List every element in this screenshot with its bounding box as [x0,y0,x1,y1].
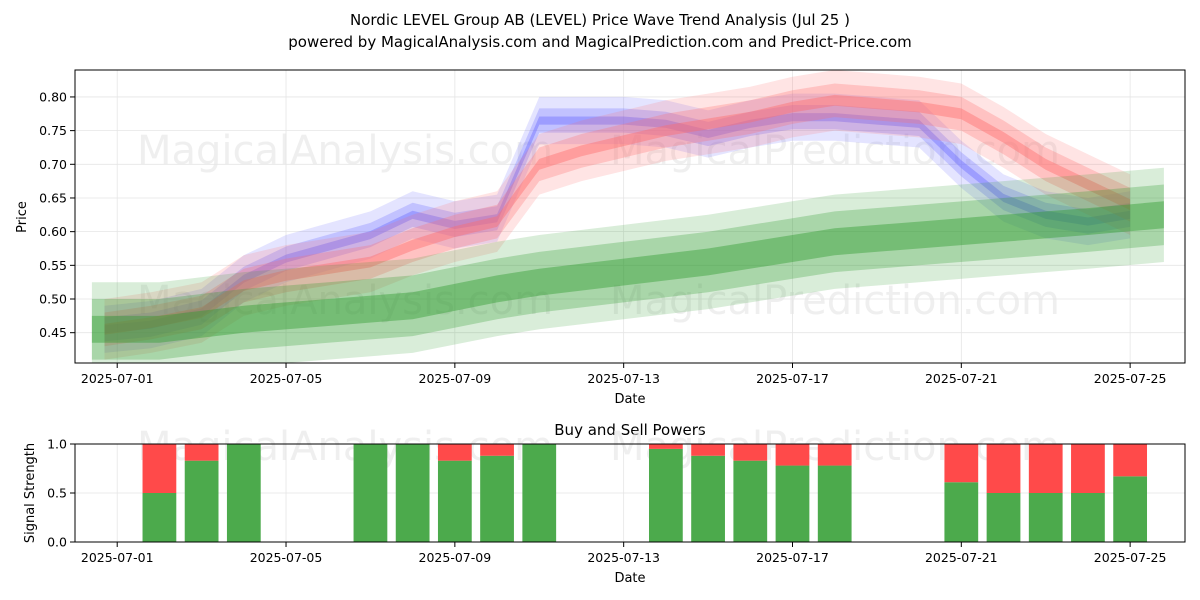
price-band [104,70,1131,360]
signal-panel-title: Buy and Sell Powers [554,421,706,439]
signal-y-axis-label: Signal Strength [23,443,38,543]
chart-title-line2: powered by MagicalAnalysis.com and Magic… [288,33,912,51]
watermark-text: MagicalAnalysis.com [137,128,553,174]
price-x-axis-label: Date [614,392,645,407]
signal-x-tick-label: 2025-07-09 [419,550,492,565]
sell-bar [142,444,177,493]
series-blue-wave [104,93,1131,353]
sell-bar [480,444,514,456]
price-y-tick-label: 0.50 [39,292,67,307]
sell-bar [1071,444,1105,493]
sell-bar [184,444,219,461]
price-band [104,93,1131,353]
buy-bar [691,455,725,542]
price-band [91,201,1164,343]
buy-bar [733,460,768,542]
price-y-axis-label: Price [15,201,30,233]
signal-x-ticks: 2025-07-01 2025-07-05 2025-07-09 2025-07-13… [81,542,1167,565]
buy-bar [142,493,177,542]
price-band [104,113,1131,334]
price-bands [91,70,1164,363]
sell-bar [944,444,979,483]
series-green-wave [91,167,1164,363]
signal-x-axis-label: Date [614,571,645,586]
signal-x-tick-label: 2025-07-05 [250,550,323,565]
price-y-ticks: 0.45 0.50 0.55 0.60 0.65 0.70 0.75 0.80 [39,89,75,340]
buy-bar [395,444,430,542]
price-y-tick-label: 0.45 [39,325,67,340]
signal-x-tick-label: 2025-07-01 [81,550,154,565]
chart-title-line1: Nordic LEVEL Group AB (LEVEL) Price Wave… [350,11,850,29]
price-x-tick-label: 2025-07-21 [925,371,998,386]
signal-panel: Buy and Sell Powers MagicalAnalysis.comM… [23,421,1186,586]
buy-bar [1028,493,1063,542]
price-axes-frame [74,69,1186,364]
buy-bar [817,465,852,542]
signal-y-ticks: 0.0 0.5 1.0 [47,437,75,550]
watermark-text: MagicalAnalysis.com [137,278,553,324]
price-x-tick-label: 2025-07-25 [1094,371,1167,386]
watermark-text: MagicalPrediction.com [610,278,1060,324]
signal-x-tick-label: 2025-07-17 [756,550,829,565]
buy-bar [522,444,557,542]
sell-bar [733,444,768,461]
price-x-tick-label: 2025-07-13 [587,371,660,386]
sell-bar [775,444,810,466]
buy-bar [226,444,261,542]
price-y-tick-label: 0.55 [39,258,67,273]
buy-bar [353,444,388,542]
price-band [104,83,1131,347]
signal-x-tick-label: 2025-07-25 [1094,550,1167,565]
sell-bar [1028,444,1063,493]
signal-y-tick-label: 0.0 [47,535,67,550]
buy-bar [184,460,219,542]
price-wave-panel: MagicalAnalysis.com MagicalPrediction.com… [15,69,1186,407]
price-grid [75,70,1185,363]
price-band [104,94,1131,335]
price-x-tick-label: 2025-07-05 [250,371,323,386]
sell-bar [648,444,683,449]
signal-y-tick-label: 0.5 [47,486,67,501]
price-band [91,184,1164,360]
buy-bar [480,455,514,542]
series-red-wave [104,70,1131,360]
price-x-tick-label: 2025-07-09 [419,371,492,386]
price-x-ticks: 2025-07-01 2025-07-05 2025-07-09 2025-07-13… [81,363,1167,386]
price-y-tick-label: 0.70 [39,157,67,172]
price-band [91,167,1164,363]
price-y-tick-label: 0.60 [39,224,67,239]
buy-bar [1071,493,1105,542]
price-watermarks: MagicalAnalysis.com MagicalPrediction.com… [137,128,1060,324]
price-y-tick-label: 0.75 [39,123,67,138]
watermark-text: MagicalPrediction.com [610,128,1060,174]
price-x-tick-label: 2025-07-01 [81,371,154,386]
buy-bar [648,448,683,542]
sell-bar [817,444,852,466]
signal-x-tick-label: 2025-07-13 [587,550,660,565]
signal-bars [142,444,1148,542]
signal-x-tick-label: 2025-07-21 [925,550,998,565]
buy-bar [437,460,472,542]
buy-bar [986,493,1021,542]
price-y-tick-label: 0.65 [39,190,67,205]
sell-bar [1113,444,1148,477]
sell-bar [691,444,725,456]
price-band [104,105,1131,342]
price-y-tick-label: 0.80 [39,89,67,104]
buy-bar [944,482,979,542]
sell-bar [437,444,472,461]
buy-bar [775,465,810,542]
buy-bar [1113,476,1148,542]
signal-y-tick-label: 1.0 [47,437,67,452]
price-x-tick-label: 2025-07-17 [756,371,829,386]
sell-bar [986,444,1021,493]
